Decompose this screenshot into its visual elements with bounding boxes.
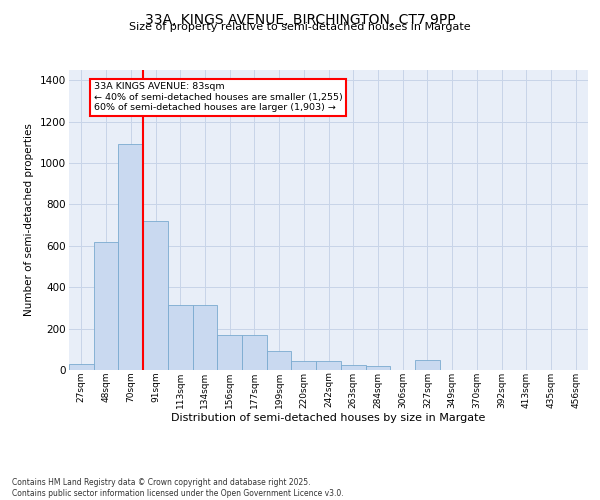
Bar (118, 144, 143, 370)
Bar (292, 360, 316, 370)
Bar (267, 352, 292, 370)
Bar (415, 360, 440, 370)
Bar (341, 365, 365, 370)
Bar (69, 364, 94, 370)
Text: Contains HM Land Registry data © Crown copyright and database right 2025.
Contai: Contains HM Land Registry data © Crown c… (12, 478, 344, 498)
Bar (316, 360, 341, 370)
Bar (193, 305, 217, 370)
Bar (168, 305, 193, 370)
Bar (365, 366, 390, 370)
Y-axis label: Number of semi-detached properties: Number of semi-detached properties (25, 124, 34, 316)
Text: 33A KINGS AVENUE: 83sqm
← 40% of semi-detached houses are smaller (1,255)
60% of: 33A KINGS AVENUE: 83sqm ← 40% of semi-de… (94, 82, 343, 112)
Bar (217, 335, 242, 370)
Bar (242, 335, 267, 370)
Bar (94, 242, 118, 370)
Bar (143, 221, 168, 370)
X-axis label: Distribution of semi-detached houses by size in Margate: Distribution of semi-detached houses by … (172, 414, 485, 424)
Text: Size of property relative to semi-detached houses in Margate: Size of property relative to semi-detach… (129, 22, 471, 32)
Text: 33A, KINGS AVENUE, BIRCHINGTON, CT7 9PP: 33A, KINGS AVENUE, BIRCHINGTON, CT7 9PP (145, 12, 455, 26)
